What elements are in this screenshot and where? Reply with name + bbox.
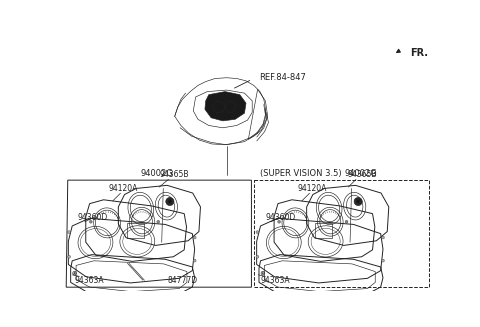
Text: 94360D: 94360D [77,213,108,222]
Circle shape [193,259,196,262]
Bar [254,180,429,287]
Text: 94120A: 94120A [109,184,138,193]
Circle shape [68,231,71,233]
Text: 84777D: 84777D [168,276,197,285]
Circle shape [89,220,92,223]
Circle shape [382,259,384,262]
Circle shape [354,198,362,206]
Text: 94120A: 94120A [298,184,327,193]
Text: 94365B: 94365B [160,170,190,180]
Circle shape [345,220,348,223]
Text: (SUPER VISION 3.5): (SUPER VISION 3.5) [260,169,342,178]
Circle shape [357,200,360,203]
Text: 94360D: 94360D [265,213,296,222]
Text: 94002G: 94002G [141,169,173,178]
Text: REF.84-847: REF.84-847 [259,73,306,82]
Circle shape [157,220,160,223]
Text: 94363A: 94363A [74,276,104,285]
Circle shape [193,236,196,239]
Polygon shape [205,92,246,121]
Circle shape [166,198,174,206]
Circle shape [262,272,264,274]
Text: 94365B: 94365B [348,170,377,180]
Circle shape [168,200,172,203]
Circle shape [74,272,75,274]
Circle shape [277,220,281,223]
Text: 94363A: 94363A [261,276,290,285]
Circle shape [256,231,259,233]
Text: 94002G: 94002G [344,169,377,178]
Circle shape [68,255,71,258]
Text: FR.: FR. [410,48,428,59]
Circle shape [382,236,384,239]
Circle shape [256,255,259,258]
